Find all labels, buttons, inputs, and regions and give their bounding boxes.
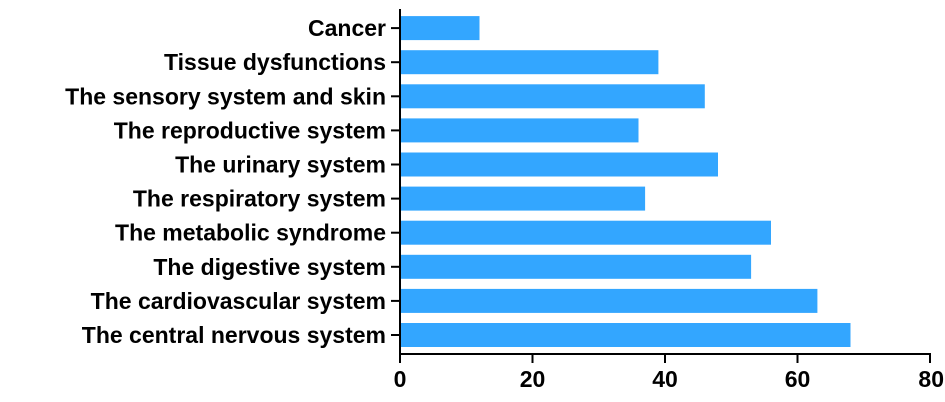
bar-the-metabolic-syndrome (401, 220, 771, 245)
category-label: The metabolic syndrome (115, 220, 386, 246)
category-label: The central nervous system (82, 322, 386, 348)
x-tick-label: 40 (652, 366, 678, 392)
bar-tissue-dysfunctions (401, 50, 659, 75)
x-tick-label: 0 (394, 366, 407, 392)
bars-layer (401, 16, 851, 347)
bar-the-respiratory-system (401, 186, 646, 211)
bar-the-urinary-system (401, 152, 718, 177)
bar-cancer (401, 16, 480, 41)
bar-the-sensory-system-and-skin (401, 84, 705, 109)
bar-the-reproductive-system (401, 118, 639, 143)
x-tick-label: 20 (520, 366, 546, 392)
bar-the-cardiovascular-system (401, 288, 818, 313)
category-label: Cancer (308, 15, 386, 41)
category-label: Tissue dysfunctions (164, 49, 386, 75)
category-label: The digestive system (153, 254, 386, 280)
category-label: The cardiovascular system (91, 288, 386, 314)
category-label: The respiratory system (133, 186, 386, 212)
y-axis (391, 9, 401, 354)
category-label: The sensory system and skin (65, 83, 386, 109)
bar-the-central-nervous-system (401, 323, 851, 347)
x-tick-label: 60 (785, 366, 811, 392)
bar-the-digestive-system (401, 254, 752, 279)
x-tick-label: 80 (918, 366, 944, 392)
category-label: The urinary system (175, 152, 386, 178)
category-label: The reproductive system (114, 117, 386, 143)
x-axis: 0 20 40 60 80 (394, 353, 944, 392)
category-labels: Cancer Tissue dysfunctions The sensory sys… (65, 15, 386, 348)
